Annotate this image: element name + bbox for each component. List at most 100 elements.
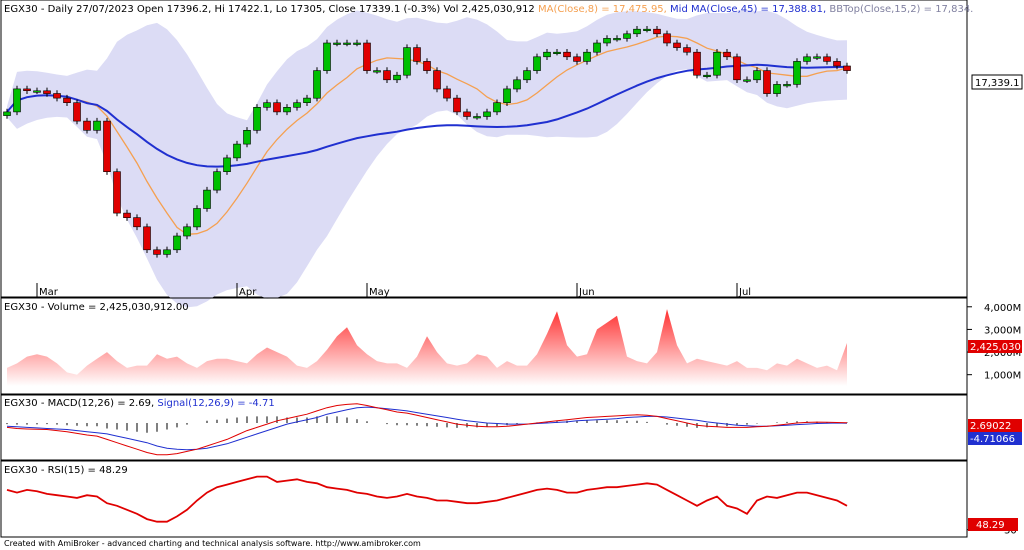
candle: [433, 70, 441, 90]
price-header: EGX30 - Daily 27/07/2023 Open 17396.2, H…: [4, 4, 973, 15]
candle: [413, 47, 421, 62]
x-tick-label: Apr: [239, 287, 257, 298]
candle: [783, 84, 791, 87]
candle: [523, 70, 531, 81]
candle: [533, 56, 541, 71]
candle: [113, 171, 121, 214]
candle: [503, 88, 511, 104]
candle: [263, 102, 271, 108]
volume-panel: 4,000M 3,000M 2,000M 1,000M EGX30 - Volume …: [0, 297, 1022, 395]
candle: [673, 42, 681, 48]
signal-last-label: -4.71066: [968, 432, 1022, 445]
x-tick-label: Mar: [39, 287, 59, 298]
candle: [463, 111, 471, 117]
svg-text:2,425,030: 2,425,030: [970, 342, 1021, 353]
candle: [23, 88, 31, 92]
candle: [233, 143, 241, 159]
candle: [443, 88, 451, 99]
candle: [483, 111, 491, 117]
macd-title: EGX30 - MACD(12,26) = 2.69, Signal(12,26…: [4, 398, 275, 409]
candle: [833, 61, 841, 67]
candle: [293, 102, 301, 108]
candle: [53, 93, 61, 99]
candle: [383, 70, 391, 81]
candle: [703, 74, 711, 77]
candle: [153, 249, 161, 255]
candle: [423, 61, 431, 71]
candle: [213, 171, 221, 191]
candle: [143, 226, 151, 251]
candle: [803, 56, 811, 62]
candle: [513, 79, 521, 90]
candle: [283, 107, 291, 113]
candle: [683, 47, 691, 53]
candle: [173, 235, 181, 251]
volume-y-tick-label: 4,000M: [984, 303, 1021, 314]
candle: [3, 111, 11, 116]
candle: [243, 130, 251, 145]
rsi-panel: 30 EGX30 - RSI(15) = 48.29 48.29: [0, 460, 1018, 538]
candle: [13, 88, 21, 113]
candle: [653, 28, 661, 35]
bollinger-band: [7, 9, 847, 308]
candle: [663, 33, 671, 44]
rsi-y-tick-label: 30: [1004, 526, 1017, 537]
candle: [613, 38, 621, 41]
candle: [203, 189, 211, 209]
candle: [353, 42, 361, 45]
candle: [793, 61, 801, 85]
candle: [393, 74, 401, 81]
candle: [373, 70, 381, 73]
rsi-line: [6, 475, 848, 523]
candle: [223, 157, 231, 172]
candle: [253, 107, 261, 131]
candle: [493, 102, 501, 113]
candle: [103, 120, 111, 172]
candle: [63, 97, 71, 103]
macd-last-label: 2.69022: [968, 419, 1022, 432]
price-panel: Mar Apr May Jun Jul EGX30 - Daily 27/07/2023…: [0, 0, 1023, 308]
candle: [573, 56, 581, 62]
volume-area: [7, 309, 847, 386]
candle: [693, 51, 701, 76]
volume-y-tick-label: 1,000M: [984, 371, 1021, 382]
candle: [733, 56, 741, 81]
candle: [313, 70, 321, 99]
x-tick-label: May: [369, 287, 390, 298]
candle: [133, 217, 141, 228]
volume-y-tick-label: 3,000M: [984, 325, 1021, 336]
candle: [753, 70, 761, 81]
candle: [473, 116, 481, 119]
candle: [83, 120, 91, 131]
volume-y-tick-label: 2,000M: [984, 348, 1021, 359]
candle: [593, 42, 601, 53]
candle: [773, 84, 781, 94]
svg-text:-4.71066: -4.71066: [970, 434, 1015, 445]
candle: [563, 51, 571, 58]
candle: [713, 51, 721, 76]
candle: [823, 56, 831, 62]
x-tick-label: Jul: [738, 287, 751, 298]
volume-last-label: 2,425,030: [968, 340, 1022, 353]
candle: [553, 51, 561, 55]
mid-ma45-line: [6, 63, 848, 168]
candle: [633, 28, 641, 35]
macd-panel: EGX30 - MACD(12,26) = 2.69, Signal(12,26…: [0, 394, 1022, 461]
candle: [123, 212, 131, 219]
candle: [643, 28, 651, 32]
candle: [183, 226, 191, 237]
x-tick-label: Jun: [578, 287, 595, 298]
candle: [323, 42, 331, 71]
candle: [543, 51, 551, 58]
candle: [303, 97, 311, 103]
candle: [343, 42, 351, 45]
candle: [163, 249, 171, 255]
candle: [403, 47, 411, 76]
candle: [93, 120, 101, 131]
candle: [453, 97, 461, 113]
candle: [273, 102, 281, 113]
candle: [603, 38, 611, 44]
svg-text:2.69022: 2.69022: [970, 421, 1011, 432]
candle: [73, 102, 81, 122]
